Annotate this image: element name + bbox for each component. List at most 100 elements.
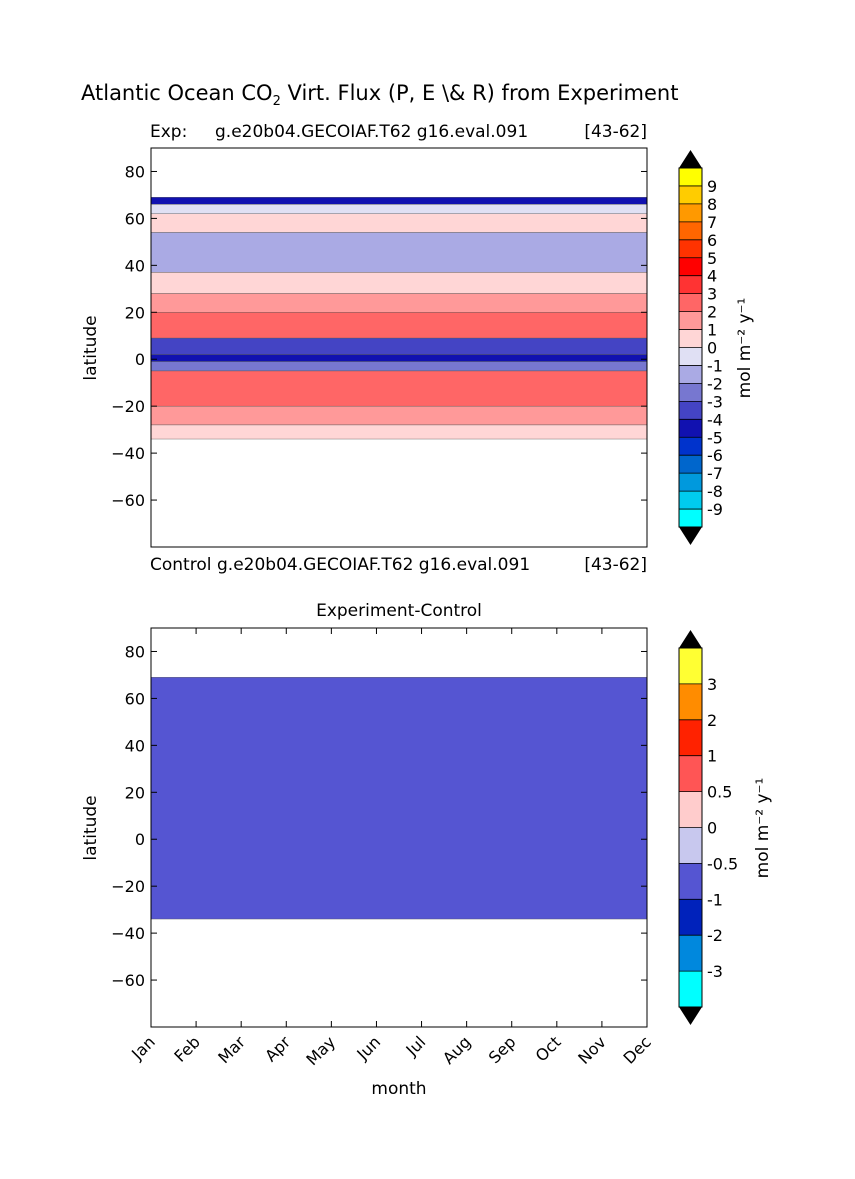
x-tick-label: Dec bbox=[619, 1032, 654, 1067]
colorbar-tick-label: -1 bbox=[707, 356, 723, 375]
colorbar-tick-label: 2 bbox=[707, 711, 717, 730]
colorbar-tick-label: 1 bbox=[707, 747, 717, 766]
y-tick-label: −20 bbox=[111, 397, 145, 416]
colorbar-swatch bbox=[679, 755, 702, 792]
x-tick-label: Jan bbox=[127, 1032, 159, 1064]
colorbar-swatch bbox=[679, 221, 702, 240]
colorbar-swatch bbox=[679, 257, 702, 276]
colorbar-swatch bbox=[679, 275, 702, 294]
bottom-x-axis-label: month bbox=[371, 1079, 426, 1099]
x-tick-label: Jun bbox=[352, 1032, 384, 1064]
colorbar-tick-label: 7 bbox=[707, 213, 717, 232]
top-subtitle-right: [43-62] bbox=[584, 122, 647, 142]
bottom-y-axis: 80 60 40 20 0 −20 −40 −60 bbox=[111, 642, 647, 990]
colorbar-swatch bbox=[679, 827, 702, 864]
colorbar-tick-label: 0 bbox=[707, 819, 717, 838]
x-tick-label: Apr bbox=[261, 1032, 294, 1065]
y-tick-label: 20 bbox=[125, 783, 145, 802]
colorbar-swatch bbox=[679, 365, 702, 384]
colorbar-swatch bbox=[679, 473, 702, 492]
colorbar-tick-label: -5 bbox=[707, 428, 723, 447]
colorbar-swatch bbox=[679, 719, 702, 756]
colorbar-tick-label: -2 bbox=[707, 374, 723, 393]
colorbar-tick-label: -7 bbox=[707, 464, 723, 483]
contour-band bbox=[150, 232, 648, 273]
colorbar-tick-label: 6 bbox=[707, 231, 717, 250]
bottom-colorbar-label: mol m⁻² y⁻¹ bbox=[753, 778, 773, 879]
top-y-axis: 80 60 40 20 0 −20 −40 −60 bbox=[111, 162, 647, 510]
colorbar-swatch bbox=[679, 185, 702, 204]
bottom-y-axis-label: latitude bbox=[81, 795, 101, 860]
contour-band bbox=[150, 197, 648, 205]
colorbar-tick-label: -3 bbox=[707, 962, 723, 981]
colorbar-extend-max bbox=[679, 630, 702, 648]
colorbar-tick-label: 5 bbox=[707, 249, 717, 268]
colorbar-swatch bbox=[679, 203, 702, 222]
bottom-plot-frame bbox=[150, 627, 648, 1028]
colorbar-swatch bbox=[679, 347, 702, 366]
colorbar-tick-label: -8 bbox=[707, 482, 723, 501]
contour-band bbox=[150, 272, 648, 294]
y-tick-label: 80 bbox=[125, 162, 145, 181]
y-tick-label: 0 bbox=[135, 350, 145, 369]
contour-band bbox=[150, 424, 648, 440]
colorbar-tick-label: -3 bbox=[707, 392, 723, 411]
top-subtitle-left: Exp: bbox=[150, 122, 187, 142]
colorbar-tick-label: -1 bbox=[707, 890, 723, 909]
contour-band bbox=[150, 204, 648, 214]
colorbar-extend-max bbox=[679, 150, 702, 168]
top-plot-frame bbox=[150, 147, 648, 548]
colorbar-swatch bbox=[679, 329, 702, 348]
contour-band bbox=[150, 312, 648, 339]
x-tick-label: May bbox=[302, 1032, 339, 1069]
contour-band bbox=[150, 337, 648, 355]
top-plot-area bbox=[150, 197, 648, 440]
top-subtitle-center: g.e20b04.GECOIAF.T62 g16.eval.091 bbox=[215, 122, 528, 142]
x-tick-label: Feb bbox=[170, 1032, 203, 1065]
colorbar-swatch bbox=[679, 683, 702, 720]
contour-band bbox=[150, 405, 648, 426]
colorbar-swatch bbox=[679, 311, 702, 330]
y-tick-label: −40 bbox=[111, 924, 145, 943]
colorbar-tick-label: -4 bbox=[707, 410, 723, 429]
y-tick-label: 60 bbox=[125, 689, 145, 708]
contour-band bbox=[150, 213, 648, 233]
colorbar-swatch bbox=[679, 491, 702, 510]
colorbar-tick-label: -0.5 bbox=[707, 854, 738, 873]
x-tick-label: Oct bbox=[532, 1032, 565, 1065]
x-tick-label: Jul bbox=[402, 1032, 430, 1060]
colorbar-swatch bbox=[679, 455, 702, 474]
bottom-subtitle-center: g.e20b04.GECOIAF.T62 g16.eval.091 bbox=[217, 555, 530, 575]
top-colorbar-label: mol m⁻² y⁻¹ bbox=[735, 298, 755, 399]
bottom-colorbar: 3 2 1 0.5 0 -0.5 -1 -2 -3 bbox=[678, 630, 738, 1025]
top-panel: Exp: g.e20b04.GECOIAF.T62 g16.eval.091 [… bbox=[81, 122, 755, 575]
y-tick-label: 40 bbox=[125, 736, 145, 755]
colorbar-swatch bbox=[679, 168, 702, 186]
y-tick-label: −60 bbox=[111, 971, 145, 990]
colorbar-swatch bbox=[679, 401, 702, 420]
x-tick-label: Sep bbox=[485, 1032, 520, 1067]
figure-title: Atlantic Ocean CO2 Virt. Flux (P, E \& R… bbox=[81, 81, 678, 109]
colorbar-swatch bbox=[679, 383, 702, 402]
colorbar-swatch bbox=[679, 293, 702, 312]
colorbar-swatch bbox=[679, 791, 702, 828]
bottom-subtitle-left: Control bbox=[150, 555, 211, 575]
colorbar-tick-label: 9 bbox=[707, 177, 717, 196]
colorbar-tick-label: -9 bbox=[707, 500, 723, 519]
bottom-title: Experiment-Control bbox=[316, 601, 482, 621]
y-tick-label: 0 bbox=[135, 830, 145, 849]
colorbar-tick-label: -6 bbox=[707, 446, 723, 465]
colorbar-tick-label: 0.5 bbox=[707, 783, 732, 802]
x-tick-label: Nov bbox=[574, 1032, 610, 1068]
colorbar-tick-label: 4 bbox=[707, 267, 717, 286]
colorbar-swatch bbox=[679, 935, 702, 972]
colorbar-swatch bbox=[679, 971, 702, 1007]
contour-band bbox=[150, 293, 648, 313]
bottom-plot-area bbox=[150, 677, 648, 920]
colorbar-tick-label: 1 bbox=[707, 321, 717, 340]
colorbar-tick-label: -2 bbox=[707, 926, 723, 945]
y-tick-label: −40 bbox=[111, 444, 145, 463]
colorbar-swatch bbox=[679, 899, 702, 936]
